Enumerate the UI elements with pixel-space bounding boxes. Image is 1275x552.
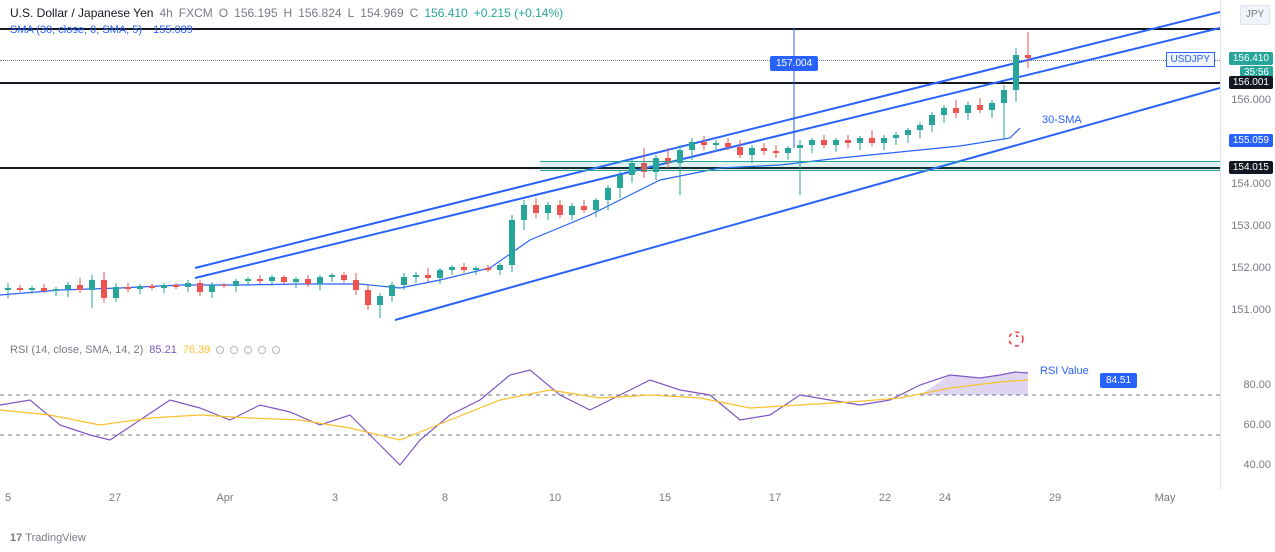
ohlc-h-label: H (284, 6, 293, 20)
y-axis-tick: 152.000 (1231, 262, 1271, 274)
support-zone (540, 161, 1220, 171)
ohlc-o: 156.195 (234, 6, 277, 20)
currency-button[interactable]: JPY (1240, 5, 1270, 25)
x-axis-tick: 29 (1049, 492, 1061, 504)
settings-icon[interactable] (244, 346, 252, 354)
rsi-y-tick: 40.00 (1243, 459, 1271, 471)
settings-icon[interactable] (258, 346, 266, 354)
sma-indicator-label: SMA (30, close, 0, SMA, 5) 155.089 (10, 24, 193, 36)
interval: 4h (159, 6, 172, 20)
pair-name: U.S. Dollar / Japanese Yen (10, 6, 153, 20)
time-axis[interactable]: 5 27 Apr 3 8 10 15 17 22 24 29 May (0, 492, 1220, 512)
price-pane[interactable] (0, 0, 1220, 340)
x-axis-tick: 27 (109, 492, 121, 504)
x-axis-tick: 3 (332, 492, 338, 504)
y-axis-tick: 153.000 (1231, 220, 1271, 232)
source: FXCM (179, 6, 213, 20)
x-axis-tick: 24 (939, 492, 951, 504)
x-axis-tick: 5 (5, 492, 11, 504)
y-axis-tick: 156.000 (1231, 94, 1271, 106)
replay-icon[interactable] (1007, 330, 1025, 348)
rsi-value-badge: 84.51 (1100, 373, 1137, 388)
rsi-value-annotation: RSI Value (1040, 365, 1089, 377)
ohlc-c: 156.410 (424, 6, 467, 20)
x-axis-tick: May (1155, 492, 1176, 504)
rsi-pane[interactable] (0, 340, 1220, 490)
chart-header: U.S. Dollar / Japanese Yen 4h FXCM O 156.… (10, 6, 563, 20)
rsi-y-tick: 60.00 (1243, 419, 1271, 431)
pair-badge: USDJPY (1166, 52, 1215, 67)
key-level-badge-2: 154.015 (1229, 161, 1273, 174)
x-axis-tick: 10 (549, 492, 561, 504)
ohlc-h: 156.824 (298, 6, 341, 20)
y-axis-tick: 154.000 (1231, 178, 1271, 190)
rsi-y-axis[interactable]: 40.00 60.00 80.00 (1220, 340, 1275, 490)
change: +0.215 (+0.14%) (474, 6, 563, 20)
settings-icon[interactable] (272, 346, 280, 354)
chart-container: U.S. Dollar / Japanese Yen 4h FXCM O 156.… (0, 0, 1275, 552)
key-level-badge-1: 156.001 (1229, 76, 1273, 89)
settings-icon[interactable] (216, 346, 224, 354)
current-price-badge: 156.410 (1229, 52, 1273, 65)
ohlc-o-label: O (219, 6, 228, 20)
rsi-y-tick: 80.00 (1243, 379, 1271, 391)
sma-price-badge: 155.059 (1229, 134, 1273, 147)
settings-icon[interactable] (230, 346, 238, 354)
y-axis-tick: 151.000 (1231, 304, 1271, 316)
high-point-badge: 157.004 (770, 56, 818, 71)
x-axis-tick: 22 (879, 492, 891, 504)
ohlc-c-label: C (410, 6, 419, 20)
sma-annotation: 30-SMA (1042, 114, 1082, 126)
x-axis-tick: 8 (442, 492, 448, 504)
x-axis-tick: 15 (659, 492, 671, 504)
ohlc-l-label: L (348, 6, 355, 20)
rsi-indicator-label: RSI (14, close, SMA, 14, 2) 85.21 76.39 (10, 344, 280, 356)
ohlc-l: 154.969 (360, 6, 403, 20)
x-axis-tick: 17 (769, 492, 781, 504)
rsi-chart-svg (0, 340, 1220, 490)
x-axis-tick: Apr (216, 492, 233, 504)
tradingview-logo[interactable]: 17 TradingView (10, 532, 86, 544)
